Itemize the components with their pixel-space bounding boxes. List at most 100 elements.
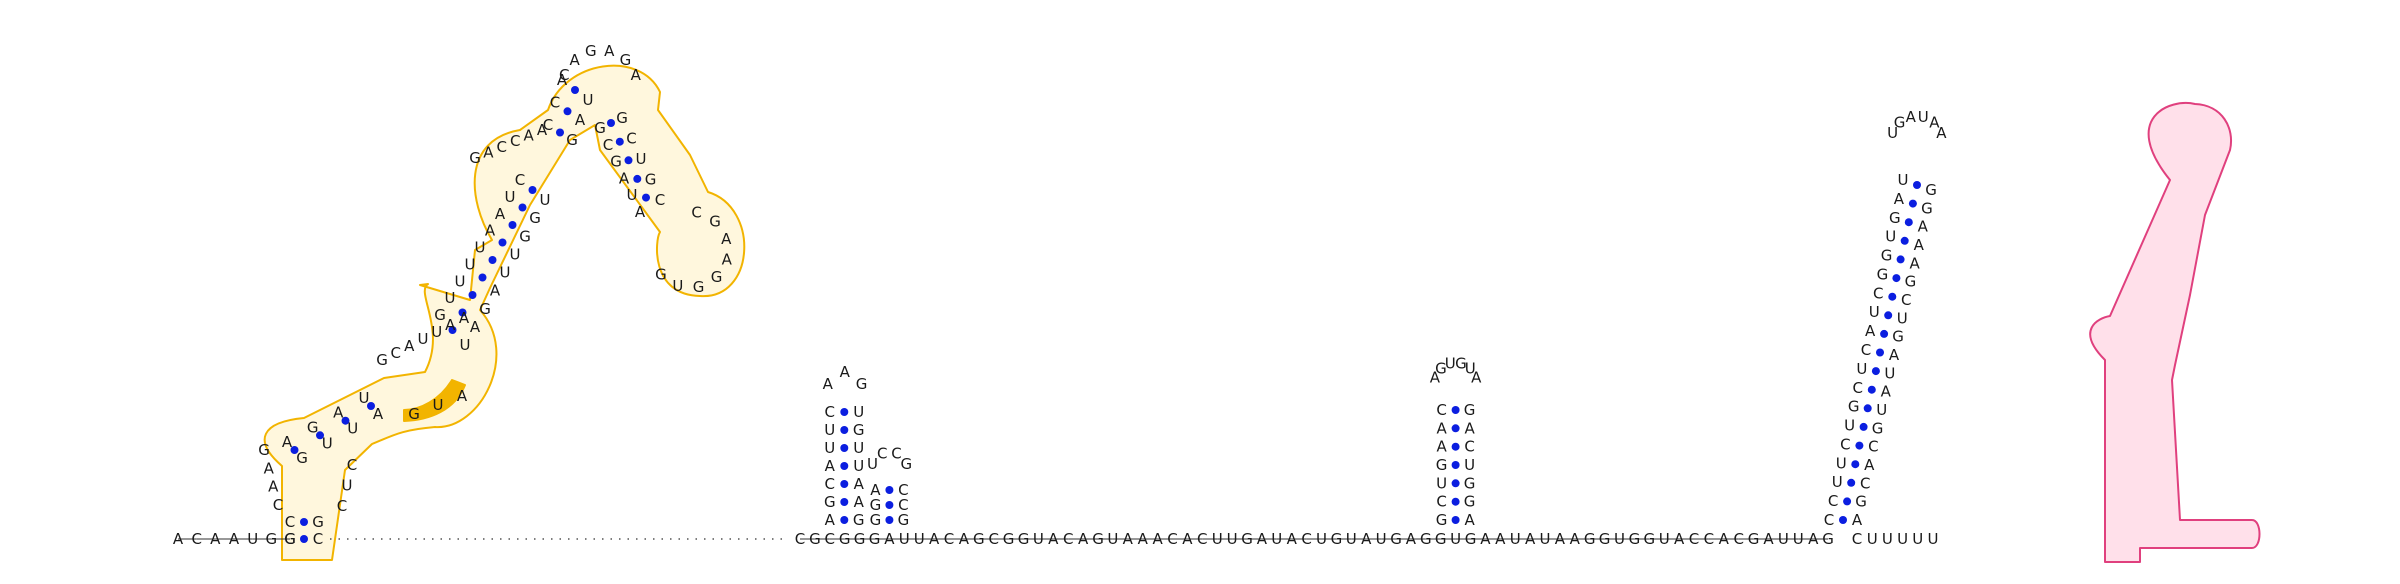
base-pair-dot — [840, 480, 849, 488]
hairpin-3-nucleotide: A — [1430, 369, 1441, 387]
linker-nucleotide: A — [1763, 530, 1774, 548]
base-pair-dot — [518, 203, 527, 212]
three-prime-tail-nucleotide: U — [1928, 530, 1939, 548]
hairpin-3-nucleotide: A — [1464, 419, 1475, 437]
linker-nucleotide: G — [854, 530, 866, 548]
orange-domain-nucleotide: A — [485, 222, 496, 240]
linker-nucleotide: G — [809, 530, 821, 548]
hairpin-1-nucleotide: A — [825, 457, 836, 475]
orange-domain-nucleotide: G — [469, 149, 481, 167]
linker-nucleotide: U — [1614, 530, 1625, 548]
hairpin-3-nucleotide: U — [1436, 474, 1447, 492]
three-prime-tail-nucleotide: U — [1882, 530, 1893, 548]
highlight-layer — [263, 64, 2261, 563]
orange-domain-nucleotide: A — [495, 205, 506, 223]
orange-domain-nucleotide: C — [515, 171, 525, 189]
hairpin-2-nucleotide: A — [870, 481, 881, 499]
hairpin-3-nucleotide: C — [1436, 493, 1446, 511]
base-pair-dot — [633, 174, 642, 183]
linker-nucleotide: C — [1689, 530, 1699, 548]
hairpin-3-nucleotide: G — [1464, 401, 1476, 419]
hairpin-1-nucleotide: U — [853, 439, 864, 457]
hairpin-3-nucleotide: A — [1471, 369, 1482, 387]
linker-nucleotide: U — [1227, 530, 1238, 548]
linker-nucleotide: U — [1376, 530, 1387, 548]
terminator-nucleotide: A — [1936, 124, 1947, 142]
base-pair-dot — [1451, 497, 1460, 506]
orange-domain-nucleotide: A — [490, 282, 501, 300]
linker-nucleotide: A — [1808, 530, 1819, 548]
base-pair-dot — [885, 501, 894, 509]
base-pair-dot — [290, 446, 299, 454]
orange-domain-nucleotide: C — [285, 513, 295, 531]
base-pair-dot — [1451, 479, 1460, 488]
hairpin-3-nucleotide: G — [1464, 474, 1476, 492]
orange-domain-nucleotide: G — [519, 227, 531, 245]
linker-nucleotide: C — [1063, 530, 1073, 548]
orange-domain-nucleotide: G — [655, 265, 667, 283]
hairpin-1-nucleotide: G — [853, 511, 865, 529]
hairpin-3-nucleotide: U — [1445, 355, 1456, 373]
base-pair-dot — [1896, 255, 1905, 264]
base-pair-dot — [1904, 218, 1913, 227]
linker-nucleotide: A — [1138, 530, 1149, 548]
terminator-nucleotide: A — [1889, 346, 1900, 364]
orange-domain-nucleotide: A — [483, 143, 494, 161]
orange-domain-nucleotide: U — [455, 272, 466, 290]
hairpin-1-nucleotide: G — [853, 421, 865, 439]
terminator-nucleotide: C — [1861, 341, 1871, 359]
hairpin-3-nucleotide: A — [1436, 419, 1447, 437]
terminator-nucleotide: G — [1877, 265, 1889, 283]
hairpin-3-nucleotide: A — [1436, 438, 1447, 456]
five-prime-tail-nucleotide: A — [173, 530, 184, 548]
linker-nucleotide: C — [1167, 530, 1177, 548]
base-pair-dot — [468, 291, 477, 299]
base-pair-dot — [885, 516, 894, 524]
orange-domain-nucleotide: A — [722, 250, 733, 268]
orange-domain-nucleotide: A — [445, 316, 456, 334]
orange-domain-nucleotide: U — [431, 323, 442, 341]
linker-nucleotide: U — [914, 530, 925, 548]
terminator-nucleotide: U — [1887, 124, 1898, 142]
orange-domain-nucleotide: A — [373, 405, 384, 423]
terminator-nucleotide: G — [1848, 398, 1860, 416]
linker-nucleotide: U — [1316, 530, 1327, 548]
base-pair-dot — [615, 137, 624, 146]
linker-nucleotide: G — [1331, 530, 1343, 548]
terminator-nucleotide: C — [1868, 438, 1878, 456]
orange-domain-nucleotide: C — [313, 530, 323, 548]
terminator-nucleotide: U — [1898, 171, 1909, 189]
linker-nucleotide: G — [1599, 530, 1611, 548]
linker-nucleotide: U — [1510, 530, 1521, 548]
orange-domain-nucleotide: G — [711, 268, 723, 286]
linker-nucleotide: C — [795, 530, 805, 548]
five-prime-tail-nucleotide: A — [210, 530, 221, 548]
orange-domain-nucleotide: G — [616, 109, 628, 127]
terminator-nucleotide: A — [1864, 456, 1875, 474]
orange-domain-nucleotide: C — [497, 138, 507, 156]
terminator-nucleotide: G — [1855, 493, 1867, 511]
linker-nucleotide: G — [869, 530, 881, 548]
terminator-nucleotide: C — [1901, 291, 1911, 309]
orange-domain-nucleotide: U — [500, 264, 511, 282]
orange-domain-nucleotide: G — [645, 171, 657, 189]
linker-nucleotide: G — [1643, 530, 1655, 548]
hairpin-2-nucleotide: G — [870, 511, 882, 529]
linker-nucleotide: G — [839, 530, 851, 548]
orange-domain-nucleotide: U — [465, 255, 476, 273]
orange-domain-nucleotide: C — [337, 497, 347, 515]
hairpin-1-nucleotide: A — [854, 493, 865, 511]
base-pair-dot — [1847, 478, 1856, 487]
linker-nucleotide: C — [1197, 530, 1207, 548]
terminator-nucleotide: C — [1860, 474, 1870, 492]
terminator-nucleotide: U — [1885, 228, 1896, 246]
base-pair-dot — [840, 462, 849, 470]
base-pair-layer — [290, 86, 1921, 543]
orange-domain-nucleotide: C — [543, 116, 553, 134]
hairpin-1-nucleotide: A — [823, 375, 834, 393]
three-prime-tail-nucleotide: U — [1867, 530, 1878, 548]
linker-nucleotide: A — [1152, 530, 1163, 548]
base-pair-dot — [316, 431, 324, 440]
orange-domain-nucleotide: A — [333, 404, 344, 422]
orange-domain-nucleotide: C — [559, 66, 569, 84]
